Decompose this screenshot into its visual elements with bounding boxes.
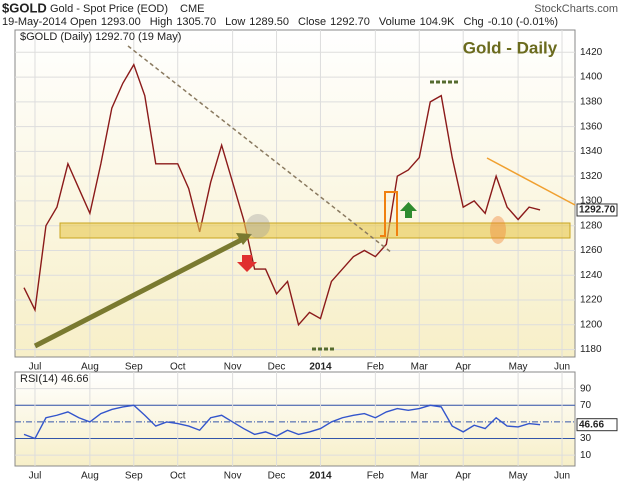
stat-value: 1293.00 xyxy=(101,16,141,28)
x-tick-label: Nov xyxy=(224,471,242,482)
x-tick-label: Mar xyxy=(411,471,429,482)
x-tick-label: Jul xyxy=(29,362,42,373)
x-tick-label: Sep xyxy=(125,362,143,373)
y-tick-label: 70 xyxy=(580,400,592,411)
up-arrow xyxy=(400,202,417,218)
stat-label: Low xyxy=(225,16,245,28)
stat-value: 1292.70 xyxy=(330,16,370,28)
source: StockCharts.com xyxy=(534,3,618,15)
highlight xyxy=(490,216,506,244)
legend-entry: $GOLD (Daily) 1292.70 (19 May) xyxy=(20,31,181,43)
stat-value: 1305.70 xyxy=(176,16,216,28)
x-tick-label: Feb xyxy=(367,471,385,482)
series-line xyxy=(23,63,541,327)
y-tick-label: 90 xyxy=(580,383,592,394)
x-tick-label: Dec xyxy=(268,362,286,373)
x-tick-label: Mar xyxy=(411,362,429,373)
y-tick-label: 1260 xyxy=(580,245,603,256)
box xyxy=(380,191,398,237)
x-tick-label: 2014 xyxy=(309,471,332,482)
y-tick-label: 1280 xyxy=(580,220,603,231)
y-tick-label: 30 xyxy=(580,433,592,444)
value-tag xyxy=(576,203,618,217)
stat-value: 104.9K xyxy=(420,16,456,28)
y-tick-label: 1320 xyxy=(580,171,603,182)
x-tick-label: Apr xyxy=(455,362,471,373)
date: 19-May-2014 xyxy=(2,16,67,28)
y-tick-label: 1360 xyxy=(580,121,603,132)
x-tick-label: Aug xyxy=(81,362,99,373)
arrowhead xyxy=(236,233,252,245)
x-tick-label: Nov xyxy=(224,362,242,373)
x-tick-label: Feb xyxy=(367,362,385,373)
instrument-name: Gold - Spot Price (EOD) xyxy=(50,3,168,15)
value-tag xyxy=(576,418,618,432)
stat-label: Volume xyxy=(379,16,416,28)
down-arrow xyxy=(237,255,257,272)
rsi-panel xyxy=(14,371,576,467)
x-tick-label: May xyxy=(509,471,528,482)
y-tick-label: 1240 xyxy=(580,270,603,281)
x-tick-label: Jun xyxy=(554,471,570,482)
support-band xyxy=(59,222,571,239)
y-tick-label: 1400 xyxy=(580,72,603,83)
annotations xyxy=(33,45,576,351)
value-label: 46.66 xyxy=(579,419,604,430)
symbol: $GOLD xyxy=(2,0,47,15)
x-tick-label: 2014 xyxy=(309,362,332,373)
chart-title: Gold - Daily xyxy=(463,38,558,57)
x-tick-label: Dec xyxy=(268,471,286,482)
stat-label: High xyxy=(150,16,173,28)
stats: Open 1293.00 High 1305.70 Low 1289.50 Close 129… xyxy=(70,16,558,28)
legend-entry: RSI(14) 46.66 xyxy=(20,373,88,385)
x-tick-label: May xyxy=(509,362,528,373)
stat-label: Chg xyxy=(464,16,484,28)
stat-label: Close xyxy=(298,16,326,28)
x-tick-label: Apr xyxy=(455,471,471,482)
main-panel xyxy=(14,29,576,358)
stat-label: Open xyxy=(70,16,97,28)
x-tick-label: Sep xyxy=(125,471,143,482)
x-tick-label: Jul xyxy=(29,471,42,482)
stat-value: -0.10 (-0.01%) xyxy=(488,16,558,28)
x-tick-label: Oct xyxy=(170,471,186,482)
y-tick-label: 1220 xyxy=(580,295,603,306)
y-tick-label: 1200 xyxy=(580,319,603,330)
x-tick-label: Jun xyxy=(554,362,570,373)
uptrend xyxy=(33,235,247,349)
stat-value: 1289.50 xyxy=(249,16,289,28)
y-tick-label: 1380 xyxy=(580,96,603,107)
exchange: CME xyxy=(180,3,204,15)
x-tick-label: Oct xyxy=(170,362,186,373)
y-tick-label: 10 xyxy=(580,450,592,461)
y-tick-label: 1180 xyxy=(580,344,602,355)
y-tick-label: 1340 xyxy=(580,146,603,157)
x-tick-label: Aug xyxy=(81,471,99,482)
value-label: 1292.70 xyxy=(579,205,616,216)
series-line xyxy=(23,404,541,440)
y-tick-label: 1420 xyxy=(580,47,603,58)
resistance xyxy=(486,157,576,206)
highlight xyxy=(246,214,270,238)
y-tick-label: 1300 xyxy=(580,196,603,207)
